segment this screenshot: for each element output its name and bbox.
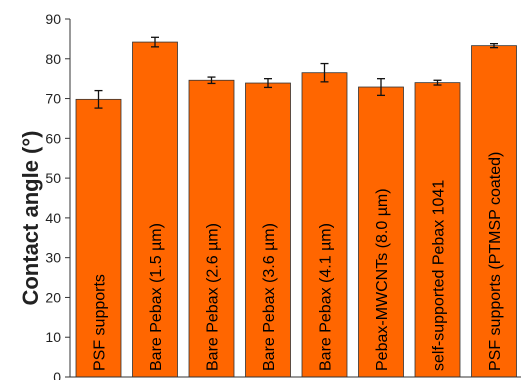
bar-category-label: Pebax-MWCNTs (8.0 µm)	[374, 188, 391, 371]
error-bars	[94, 36, 498, 109]
bar	[414, 82, 461, 378]
bar	[245, 82, 291, 378]
bar-category-label: Bare Pebax (3.6 µm)	[261, 223, 278, 371]
y-axis-title: Contact angle (°)	[18, 130, 43, 305]
bar	[301, 72, 348, 378]
bar	[471, 45, 517, 378]
y-tick-label: 70	[45, 91, 61, 107]
bar-category-label: PSF supports (PTMSP coated)	[487, 152, 504, 371]
bar-labels: PSF supports Bare Pebax (1.5 µm) Bare Peba…	[92, 152, 505, 371]
y-tick-label: 0	[53, 369, 61, 380]
y-tick-label: 40	[45, 210, 61, 226]
bar-category-label: Bare Pebax (4.1 µm)	[318, 223, 335, 371]
bar-category-label: self-supported Pebax 1041	[431, 180, 448, 371]
y-tick-label: 50	[45, 170, 61, 186]
y-tick-label: 80	[45, 51, 61, 67]
y-tick-label: 60	[45, 130, 61, 146]
y-tick-label: 90	[45, 11, 61, 27]
y-tick-label: 10	[45, 329, 61, 345]
bar	[358, 86, 404, 378]
bar-category-label: Bare Pebax (1.5 µm)	[148, 223, 165, 371]
y-tick-label: 30	[45, 250, 61, 266]
bar	[132, 41, 178, 378]
bar-category-label: Bare Pebax (2.6 µm)	[205, 223, 222, 371]
y-tick-label: 20	[45, 289, 61, 305]
bar-category-label: PSF supports	[92, 274, 109, 371]
y-axis-ticks: 0 10 20 30 40 50 60 70 80 90	[45, 11, 70, 380]
bars	[75, 41, 517, 378]
